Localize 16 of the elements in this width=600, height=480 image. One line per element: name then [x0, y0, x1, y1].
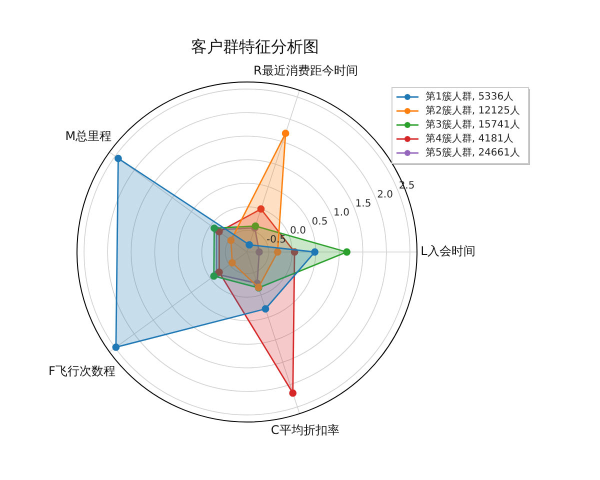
legend-label: 第2簇人群, 12125人	[425, 104, 520, 117]
legend-label: 第1簇人群, 5336人	[425, 90, 514, 103]
legend-label: 第3簇人群, 15741人	[425, 118, 520, 131]
chart-title: 客户群特征分析图	[191, 37, 319, 56]
spoke-label: C平均折扣率	[270, 422, 340, 437]
spoke-label: F飞行次数程	[48, 364, 116, 378]
spoke-label: M总里程	[65, 128, 112, 143]
y-tick-label: 0.5	[312, 216, 328, 228]
y-tick-label: 1.0	[334, 207, 350, 218]
spoke-label: L入会时间	[420, 244, 476, 258]
y-tick-label: 1.5	[355, 198, 372, 210]
y-tick-label: 0.0	[290, 225, 306, 236]
legend-label: 第5簇人群, 24661人	[425, 146, 520, 159]
y-tick-label: 2.0	[377, 189, 393, 200]
legend-label: 第4簇人群, 4181人	[425, 132, 514, 145]
spoke-label: R最近消费距今时间	[254, 63, 358, 78]
